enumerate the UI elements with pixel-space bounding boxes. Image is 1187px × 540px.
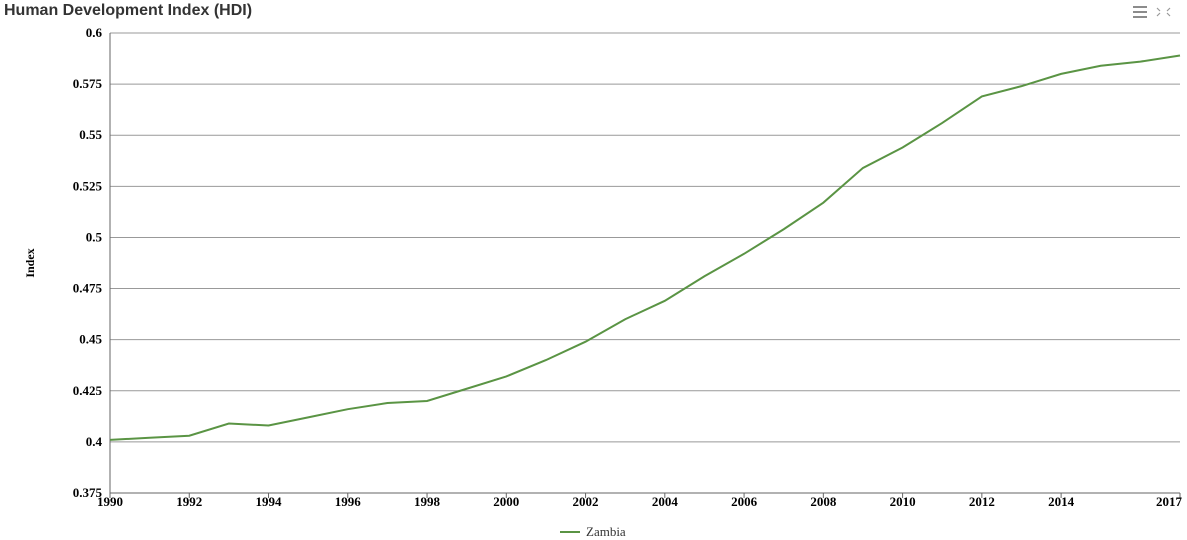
- x-tick-label: 2006: [731, 494, 758, 509]
- x-tick-label: 1996: [335, 494, 362, 509]
- x-tick-label: 2010: [890, 494, 916, 509]
- x-tick-label: 2008: [810, 494, 837, 509]
- x-tick-label: 1994: [256, 494, 283, 509]
- menu-icon[interactable]: [1133, 6, 1147, 18]
- y-tick-label: 0.425: [73, 383, 103, 398]
- y-tick-label: 0.4: [86, 434, 103, 449]
- chart-title: Human Development Index (HDI): [4, 2, 252, 19]
- data-line: [109, 54, 1181, 441]
- x-tick-label: 1998: [414, 494, 441, 509]
- y-tick-label: 0.475: [73, 281, 103, 296]
- y-tick-label: 0.5: [86, 229, 103, 244]
- y-tick-label: 0.375: [73, 485, 103, 500]
- y-axis-label: Index: [23, 248, 37, 277]
- x-tick-label: 1990: [97, 494, 123, 509]
- x-tick-label: 2000: [493, 494, 519, 509]
- y-tick-label: 0.45: [79, 332, 102, 347]
- x-tick-label: 2012: [969, 494, 995, 509]
- x-tick-label: 2004: [652, 494, 679, 509]
- y-tick-label: 0.525: [73, 178, 103, 193]
- x-tick-label: 1992: [176, 494, 202, 509]
- x-tick-label: 2002: [573, 494, 599, 509]
- fullscreen-icon[interactable]: [1156, 7, 1171, 17]
- legend-label: Zambia: [586, 524, 626, 539]
- x-tick-label: 2014: [1048, 494, 1075, 509]
- y-tick-label: 0.6: [86, 25, 103, 40]
- x-tick-label: 2017: [1156, 494, 1183, 509]
- y-tick-label: 0.55: [79, 127, 102, 142]
- y-tick-label: 0.575: [73, 76, 103, 91]
